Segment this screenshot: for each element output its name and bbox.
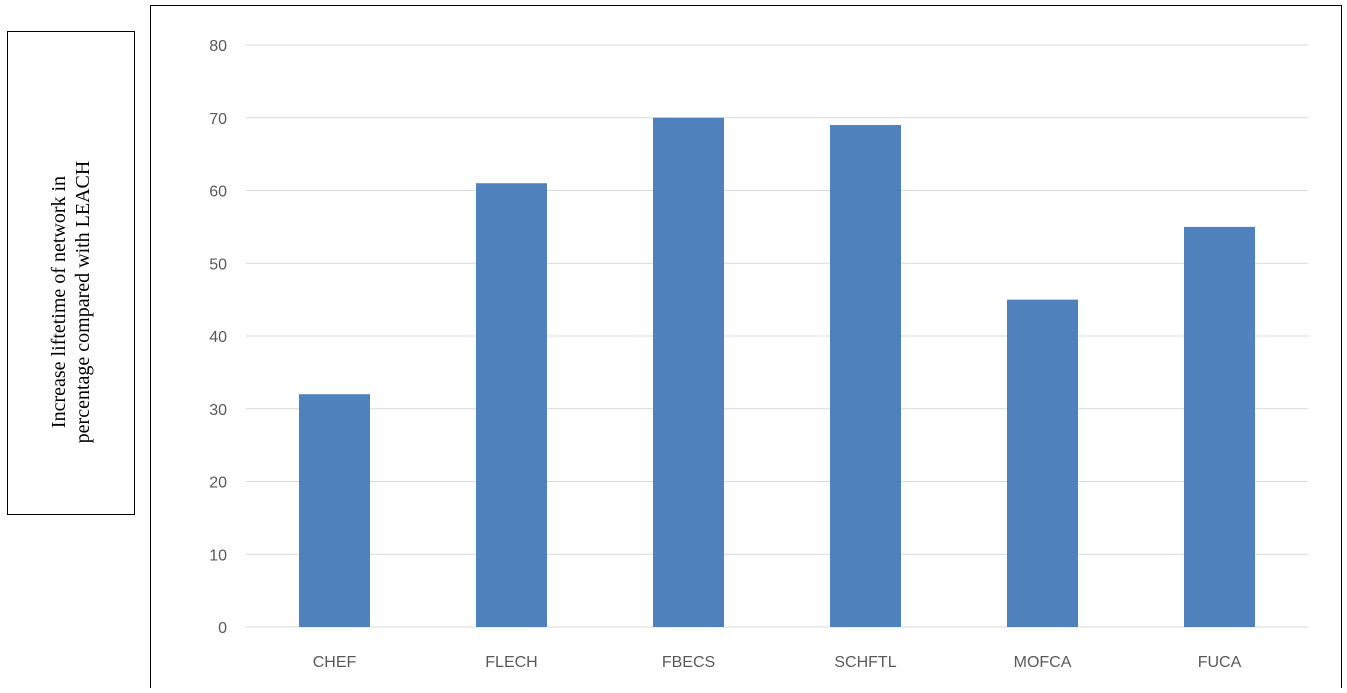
x-tick-label-flech: FLECH [485, 654, 537, 671]
y-tick-label: 60 [209, 184, 227, 201]
y-tick-labels: 0 10 20 30 40 50 60 70 80 [209, 38, 227, 637]
x-tick-label-fuca: FUCA [1198, 654, 1242, 671]
y-tick-label: 50 [209, 256, 227, 273]
bar-flech [476, 183, 547, 627]
x-tick-labels: CHEF FLECH FBECS SCHFTL MOFCA FUCA [313, 654, 1242, 671]
y-tick-label: 80 [209, 38, 227, 55]
y-tick-label: 0 [218, 620, 227, 637]
chart-frame: 0 10 20 30 40 50 60 70 80 CHEF FLECH FBECS SCHFTL MO… [150, 5, 1342, 688]
x-tick-label-schftl: SCHFTL [834, 654, 896, 671]
x-tick-label-chef: CHEF [313, 654, 357, 671]
x-tick-label-mofca: MOFCA [1014, 654, 1072, 671]
y-tick-label: 40 [209, 329, 227, 346]
bar-chart: 0 10 20 30 40 50 60 70 80 CHEF FLECH FBECS SCHFTL MO… [209, 38, 1308, 671]
bar-fbecs [653, 117, 724, 627]
y-axis-label-line-1: Increase liftetime of network in [48, 176, 70, 428]
bars [299, 117, 1255, 628]
y-tick-label: 30 [209, 402, 227, 419]
y-tick-label: 70 [209, 111, 227, 128]
x-tick-label-fbecs: FBECS [662, 654, 715, 671]
bar-mofca [1007, 299, 1078, 627]
y-axis-label-svg: Increase liftetime of network in percent… [48, 161, 94, 444]
y-axis-label-box: Increase liftetime of network in percent… [7, 31, 135, 515]
bar-fuca [1184, 226, 1255, 627]
gridlines [246, 44, 1308, 628]
y-tick-label: 10 [209, 547, 227, 564]
y-tick-label: 20 [209, 475, 227, 492]
bar-schftl [830, 125, 901, 628]
y-axis-label-line-2: percentage compared with LEACH [72, 161, 94, 444]
bar-chef [299, 394, 370, 627]
